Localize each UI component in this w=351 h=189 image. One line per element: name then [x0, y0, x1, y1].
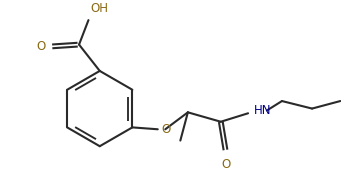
Text: OH: OH: [90, 2, 108, 15]
Text: O: O: [161, 123, 171, 136]
Text: O: O: [37, 40, 46, 53]
Text: HN: HN: [254, 104, 271, 117]
Text: O: O: [221, 157, 230, 170]
